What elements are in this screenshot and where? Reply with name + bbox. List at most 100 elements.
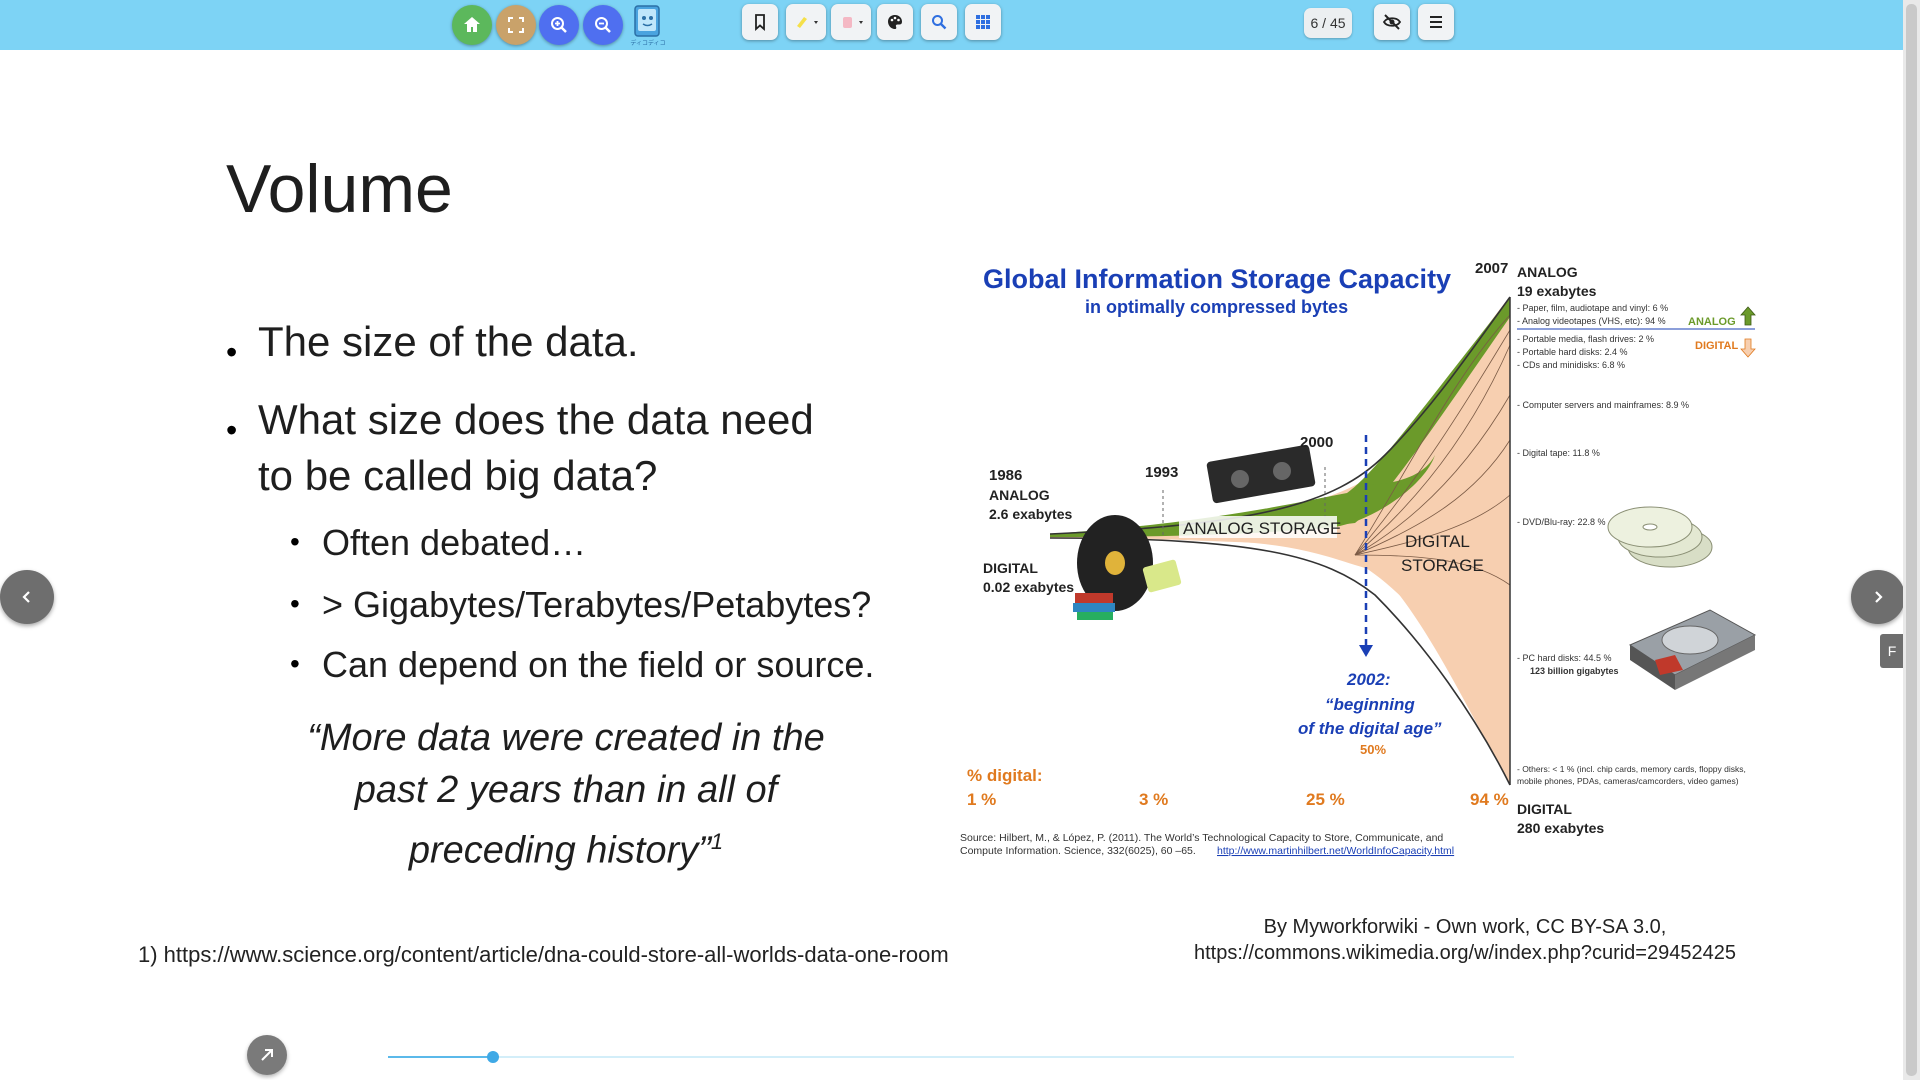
sub-bullet-text: Can depend on the field or source. <box>322 644 875 685</box>
zoom-out-icon <box>595 17 611 33</box>
quote-line: “More data were created in the <box>307 717 825 759</box>
page-counter: 6 / 45 <box>1304 8 1352 38</box>
search-icon <box>932 15 947 30</box>
scrollbar-thumb[interactable] <box>1906 4 1917 1076</box>
percent-digital-label: % digital: <box>967 766 1043 785</box>
eraser-icon <box>843 17 863 28</box>
analog-item: - Analog videotapes (VHS, etc): 94 % <box>1517 316 1666 326</box>
search-button[interactable] <box>921 4 957 40</box>
digital-age-text: “beginning <box>1325 695 1415 714</box>
others-item: mobile phones, PDAs, cameras/camcorders,… <box>1517 776 1739 786</box>
logo-text: ディコディコ <box>630 41 666 47</box>
app-logo[interactable]: ディコディコ <box>630 3 666 47</box>
storage-infographic: Global Information Storage Capacity in o… <box>960 260 1757 857</box>
digital-2007-label: DIGITAL <box>1517 801 1572 817</box>
bookmark-icon <box>755 14 765 31</box>
chevron-left-icon <box>22 591 30 603</box>
digital-age-percent: 50% <box>1360 742 1386 757</box>
percent-2000: 25 % <box>1306 790 1345 809</box>
analog-2007-label: ANALOG <box>1517 264 1578 280</box>
hard-disk-icon <box>1628 609 1757 690</box>
videotape-icon <box>1206 444 1316 504</box>
year-1986: 1986 <box>989 467 1022 484</box>
zoom-out-button[interactable] <box>583 5 623 45</box>
zoom-in-button[interactable] <box>539 5 579 45</box>
legend-analog: ANALOG <box>1688 316 1736 328</box>
quote-line-last: preceding history”1 <box>266 816 866 877</box>
menu-button[interactable] <box>1418 4 1454 40</box>
digital-1986-label: DIGITAL <box>983 560 1038 576</box>
share-button[interactable] <box>247 1035 287 1075</box>
source-citation: Compute Information. Science, 332(6025),… <box>960 845 1196 857</box>
digital-2007-value: 280 exabytes <box>1517 820 1604 836</box>
top-toolbar: ディコディコ 6 / 45 <box>0 0 1903 50</box>
analog-item: - Paper, film, audiotape and vinyl: 6 % <box>1517 303 1668 313</box>
side-panel-tab[interactable]: F <box>1880 634 1904 668</box>
digital-item: - Portable hard disks: 2.4 % <box>1517 347 1628 357</box>
arrow-down-icon <box>1740 338 1756 358</box>
digital-storage-label: DIGITAL <box>1405 532 1470 551</box>
digital-item: - Computer servers and mainframes: 8.9 % <box>1517 400 1689 410</box>
vinyl-record-icon <box>1073 515 1182 620</box>
bullet-dot: • <box>226 334 238 370</box>
year-2007: 2007 <box>1475 260 1508 277</box>
footnote-marker: 1 <box>710 829 724 854</box>
percent-1986: 1 % <box>967 790 996 809</box>
digital-area <box>1050 297 1510 685</box>
infographic-subtitle: in optimally compressed bytes <box>1085 297 1348 317</box>
digital-item: - PC hard disks: 44.5 % <box>1517 653 1612 663</box>
home-icon <box>464 17 480 32</box>
thumbnails-button[interactable] <box>965 4 1001 40</box>
sub-bullet-dot: • <box>290 588 300 619</box>
sub-bullet-text: > Gigabytes/Terabytes/Petabytes? <box>322 584 872 625</box>
grid-icon <box>976 15 990 29</box>
sub-bullet-text: Often debated… <box>322 522 587 563</box>
zoom-in-icon <box>551 17 567 33</box>
others-item: - Others: < 1 % (incl. chip cards, memor… <box>1517 764 1746 774</box>
bullet-text-line: to be called big data? <box>258 452 658 499</box>
hide-annotations-button[interactable] <box>1374 4 1410 40</box>
analog-area-mid <box>1050 455 1435 537</box>
source-citation: Source: Hilbert, M., & López, P. (2011).… <box>960 832 1443 844</box>
bookmark-button[interactable] <box>742 4 778 40</box>
page-progress-handle[interactable] <box>487 1051 499 1063</box>
percent-1993: 3 % <box>1139 790 1168 809</box>
digital-age-text: of the digital age” <box>1298 719 1442 738</box>
analog-1986-label: ANALOG <box>989 487 1050 503</box>
year-2000: 2000 <box>1300 434 1333 451</box>
sub-bullet-dot: • <box>290 526 300 557</box>
image-credit-line: https://commons.wikimedia.org/w/index.ph… <box>1194 942 1736 964</box>
image-credit-line: By Myworkforwiki - Own work, CC BY-SA 3.… <box>1263 916 1667 938</box>
digital-storage-label: STORAGE <box>1401 556 1484 575</box>
digital-age-year: 2002: <box>1346 670 1390 689</box>
eye-off-icon <box>1382 14 1402 30</box>
share-arrow-icon <box>261 1049 273 1061</box>
bullet-dot: • <box>226 412 238 448</box>
chevron-right-icon <box>1875 591 1883 603</box>
book-logo-icon <box>634 5 660 37</box>
highlighter-icon <box>797 17 818 28</box>
digital-item: - DVD/Blu-ray: 22.8 % <box>1517 517 1606 527</box>
percent-2007: 94 % <box>1470 790 1509 809</box>
quote-line: preceding history” <box>408 829 711 872</box>
digital-item-value: 123 billion gigabytes <box>1530 666 1619 676</box>
home-button[interactable] <box>452 5 492 45</box>
previous-page-button[interactable] <box>0 570 54 624</box>
footnote-reference: 1) https://www.science.org/content/artic… <box>138 942 949 967</box>
page-progress-track[interactable] <box>388 1056 1514 1058</box>
palette-icon <box>888 15 902 29</box>
eraser-button[interactable] <box>831 4 871 40</box>
analog-1986-value: 2.6 exabytes <box>989 506 1072 522</box>
next-page-button[interactable] <box>1851 570 1905 624</box>
legend-digital: DIGITAL <box>1695 340 1738 352</box>
digital-item: - Portable media, flash drives: 2 % <box>1517 334 1654 344</box>
highlighter-button[interactable] <box>786 4 826 40</box>
year-1993: 1993 <box>1145 464 1178 481</box>
source-link[interactable]: http://www.martinhilbert.net/WorldInfoCa… <box>1217 845 1454 857</box>
theme-button[interactable] <box>877 4 913 40</box>
digital-item: - Digital tape: 11.8 % <box>1517 448 1600 458</box>
quote-line: past 2 years than in all of <box>354 769 778 811</box>
analog-storage-label: ANALOG STORAGE <box>1183 519 1341 538</box>
fullscreen-button[interactable] <box>496 5 536 45</box>
dvd-discs-icon <box>1607 506 1713 568</box>
